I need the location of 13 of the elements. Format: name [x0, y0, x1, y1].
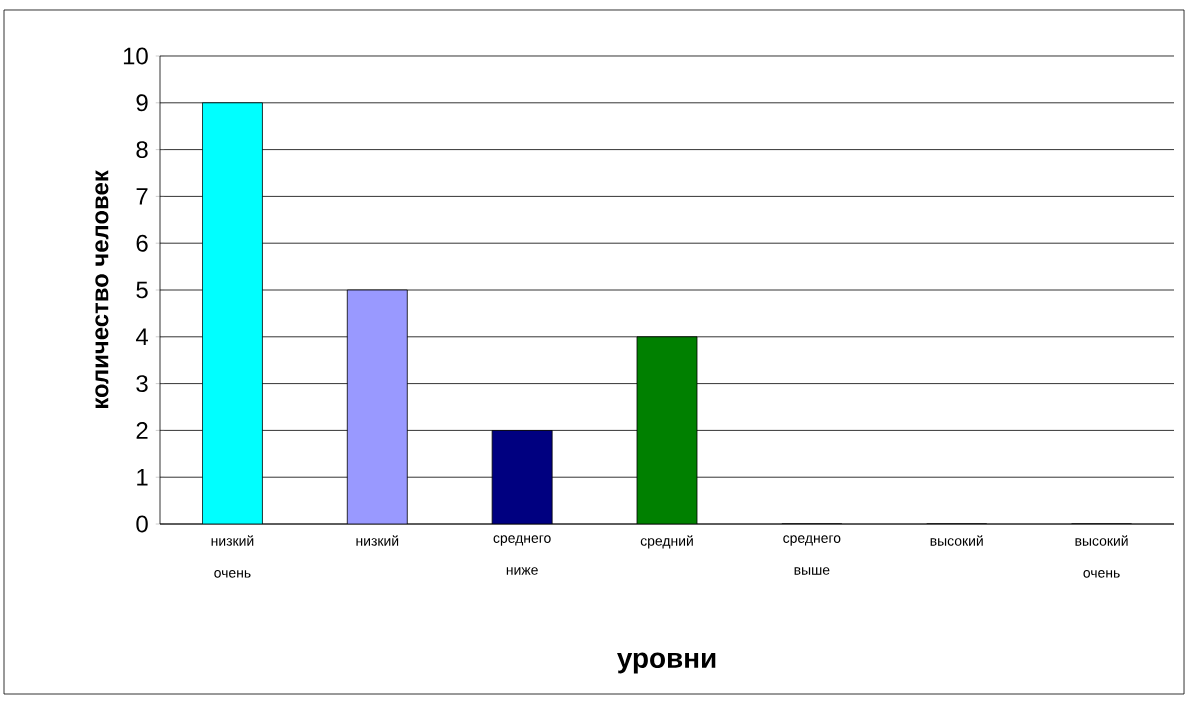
y-tick-label: 1: [137, 468, 148, 486]
y-tick-label: 10: [123, 47, 148, 65]
y-tick-label: 3: [136, 375, 148, 393]
y-tick-label: 7: [136, 188, 148, 205]
x-axis-title: уровни: [617, 652, 716, 674]
y-tick-label: 0: [136, 515, 148, 533]
y-tick-label: 6: [136, 234, 148, 252]
y-axis-title: количество человек: [95, 170, 109, 409]
y-tick-label: 5: [136, 281, 148, 299]
y-tick-label: 8: [136, 141, 148, 159]
y-tick-label: 9: [136, 94, 148, 112]
y-tick-label: 2: [136, 422, 148, 439]
y-tick-label: 4: [135, 328, 149, 346]
